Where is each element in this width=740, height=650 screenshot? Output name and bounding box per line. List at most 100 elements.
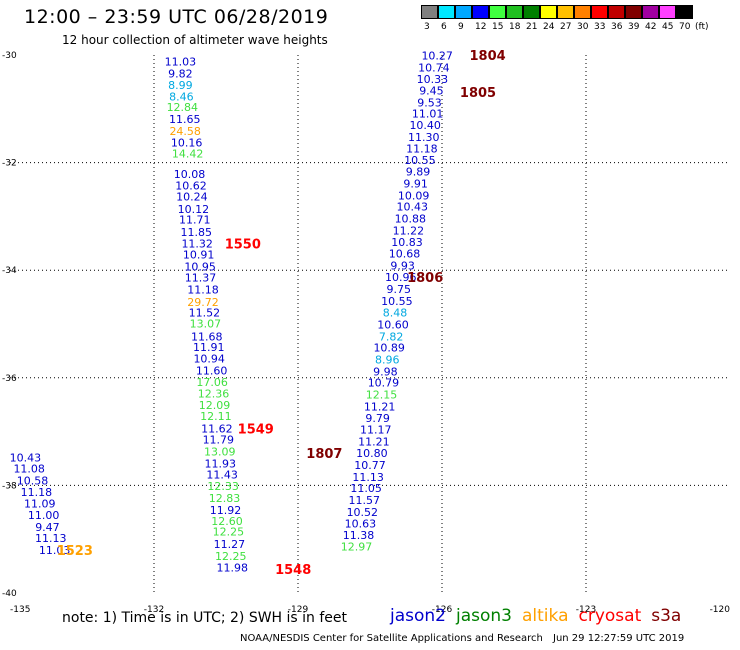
wave-height-value: 10.27	[421, 50, 453, 63]
wave-height-value: 11.92	[210, 504, 242, 517]
wave-height-value: 11.38	[343, 529, 375, 542]
wave-height-value: 11.22	[393, 224, 425, 237]
legend-label: 45	[662, 22, 674, 32]
wave-height-value: 11.18	[187, 284, 219, 297]
wave-height-value: 10.16	[171, 137, 203, 150]
wave-height-value: 10.96	[385, 271, 417, 284]
wave-height-value: 8.48	[383, 307, 408, 320]
wave-height-value: 11.03	[165, 55, 197, 68]
wave-height-value: 12.97	[341, 541, 373, 554]
satellite-legend-jason3: jason3	[456, 606, 512, 626]
wave-height-value: 10.95	[184, 260, 216, 273]
wave-height-value: 12.83	[209, 492, 241, 505]
legend-label: 24	[543, 22, 555, 32]
wave-height-value: 11.71	[179, 214, 211, 227]
wave-height-value: 11.91	[193, 341, 225, 354]
wave-height-value: 9.45	[419, 85, 444, 98]
legend-swatch	[455, 5, 472, 19]
legend-label: 70	[679, 22, 691, 32]
satellite-legend-altika: altika	[522, 606, 569, 626]
wave-height-value: 9.98	[373, 365, 398, 378]
legend-label: 9	[458, 22, 464, 32]
wave-height-value: 11.85	[180, 226, 212, 239]
wave-height-value: 10.43	[396, 201, 428, 214]
wave-height-value: 10.68	[389, 248, 421, 261]
grid	[10, 55, 730, 593]
x-tick-label: -123	[576, 605, 596, 615]
legend-swatch	[421, 5, 438, 19]
wave-height-value: 12.36	[198, 387, 230, 400]
wave-height-value: 11.27	[214, 538, 246, 551]
wave-height-value: 11.13	[35, 532, 67, 545]
wave-height-value: 10.09	[398, 189, 430, 202]
wave-height-value: 10.91	[183, 249, 215, 262]
y-tick-label: -40	[2, 589, 17, 599]
y-tick-label: -36	[2, 374, 17, 384]
satellite-legend-jason2: jason2	[390, 606, 446, 626]
pass-time-label: 1548	[275, 563, 311, 578]
legend-swatch	[625, 5, 642, 19]
pass-time-label: 1807	[306, 447, 342, 462]
wave-height-value: 12.60	[211, 515, 243, 528]
wave-height-value: 11.93	[204, 457, 236, 470]
legend-label: 27	[560, 22, 572, 32]
wave-height-value: 11.18	[406, 143, 438, 156]
wave-height-value: 11.13	[352, 471, 384, 484]
legend-label: 33	[594, 22, 606, 32]
wave-height-value: 12.33	[207, 480, 239, 493]
x-tick-label: -132	[144, 605, 164, 615]
pass-time-label: 1804	[470, 49, 506, 64]
wave-height-value: 10.80	[356, 447, 388, 460]
legend-unit: (ft)	[695, 22, 709, 32]
wave-height-value: 11.62	[201, 422, 233, 435]
legend-swatch	[523, 5, 540, 19]
wave-height-value: 11.18	[21, 486, 53, 499]
wave-height-value: 12.25	[213, 526, 245, 539]
wave-height-value: 11.65	[169, 113, 201, 126]
y-tick-label: -38	[2, 481, 17, 491]
wave-height-value: 11.09	[24, 498, 56, 511]
pass-time-label: 1806	[407, 271, 443, 286]
legend-swatch	[608, 5, 625, 19]
wave-height-value: 12.09	[199, 399, 231, 412]
satellite-legend-s3a: s3a	[651, 606, 682, 626]
wave-height-value: 8.96	[375, 354, 400, 367]
wave-height-value: 10.83	[391, 236, 423, 249]
wave-height-value: 10.55	[404, 154, 436, 167]
wave-height-value: 14.42	[172, 147, 204, 160]
chart-title: 12:00 – 23:59 UTC 06/28/2019	[24, 6, 329, 28]
wave-height-value: 10.89	[373, 342, 405, 355]
wave-height-value: 9.91	[403, 178, 428, 191]
wave-height-value: 12.25	[215, 550, 247, 563]
legend-label: 15	[492, 22, 504, 32]
wave-height-value: 13.07	[190, 317, 222, 330]
wave-height-value: 10.12	[178, 203, 210, 216]
pass-time-label: 1549	[238, 422, 274, 437]
legend-swatch	[659, 5, 676, 19]
legend-swatch	[557, 5, 574, 19]
legend-label: 42	[645, 22, 657, 32]
legend-swatch	[472, 5, 489, 19]
wave-height-value: 8.99	[168, 79, 193, 92]
wave-height-value: 10.94	[193, 352, 225, 365]
wave-height-value: 11.52	[189, 307, 221, 320]
wave-height-value: 9.53	[417, 96, 442, 109]
wave-height-value: 10.33	[417, 73, 449, 86]
wave-height-value: 10.60	[377, 319, 409, 332]
wave-height-value: 10.63	[345, 518, 377, 531]
wave-height-value: 17.06	[196, 376, 228, 389]
wave-height-value: 11.32	[181, 237, 213, 250]
wave-height-value: 11.60	[196, 364, 228, 377]
units-note: note: 1) Time is in UTC; 2) SWH is in fe…	[62, 610, 348, 626]
wave-height-value: 11.00	[28, 509, 60, 522]
pass-time-label: 1805	[460, 86, 496, 101]
wave-height-value: 11.30	[408, 131, 440, 144]
wave-height-value: 10.52	[347, 506, 379, 519]
wave-height-value: 10.62	[175, 180, 207, 193]
legend-swatch	[506, 5, 523, 19]
legend-label: 30	[577, 22, 589, 32]
wave-height-value: 10.58	[17, 475, 49, 488]
wave-height-value: 11.05	[350, 482, 382, 495]
wave-height-value: 10.77	[354, 459, 386, 472]
